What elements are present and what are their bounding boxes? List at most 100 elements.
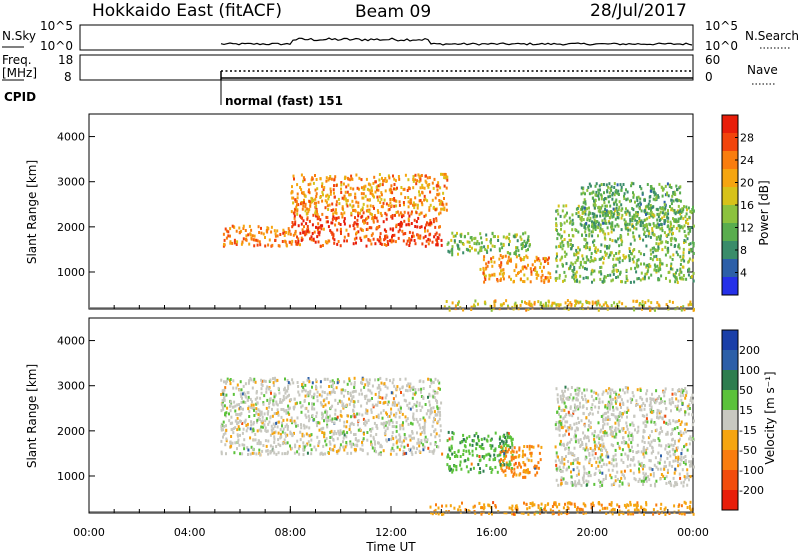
echo-cell — [332, 236, 335, 240]
echo-cell — [522, 243, 524, 247]
echo-cell — [318, 233, 321, 237]
echo-cell — [673, 453, 676, 457]
echo-cell — [509, 257, 512, 261]
echo-cell — [393, 403, 396, 407]
echo-cell — [584, 448, 587, 452]
echo-cell — [603, 244, 606, 248]
echo-cell — [407, 219, 410, 223]
echo-cell — [310, 238, 313, 242]
echo-cell — [507, 448, 510, 452]
nsky-label: N.Sky — [2, 29, 36, 43]
echo-cell — [652, 438, 655, 442]
echo-cell — [431, 424, 434, 428]
echo-cell — [606, 452, 609, 456]
echo-cell — [435, 238, 438, 242]
echo-cell — [575, 302, 577, 306]
echo-cell — [426, 183, 429, 187]
echo-cell — [600, 193, 603, 197]
echo-cell — [583, 388, 586, 392]
echo-cell — [319, 196, 322, 199]
echo-cell — [573, 482, 576, 486]
freq-tick-top: 18 — [58, 53, 73, 67]
echo-cell — [631, 223, 634, 227]
echo-cell — [607, 400, 610, 404]
echo-cell — [308, 208, 311, 212]
echo-cell — [628, 211, 631, 215]
echo-cell — [611, 458, 614, 462]
echo-cell — [369, 191, 372, 195]
echo-cell — [439, 186, 442, 190]
echo-cell — [604, 208, 607, 211]
echo-cell — [595, 466, 598, 470]
echo-cell — [605, 252, 608, 256]
echo-cell — [508, 243, 510, 247]
echo-cell — [433, 177, 436, 181]
echo-cell — [621, 473, 624, 477]
echo-cell — [647, 299, 650, 303]
echo-cell — [352, 224, 355, 227]
echo-cell — [416, 179, 419, 183]
echo-cell — [392, 239, 395, 243]
echo-cell — [450, 238, 453, 242]
echo-cell — [302, 231, 305, 235]
echo-cell — [433, 396, 436, 400]
echo-cell — [226, 377, 229, 381]
echo-cell — [628, 213, 631, 217]
echo-cell — [669, 422, 672, 426]
echo-cell — [636, 259, 639, 263]
echo-cell — [355, 241, 357, 245]
echo-cell — [302, 191, 305, 195]
echo-cell — [679, 276, 682, 280]
echo-cell — [674, 483, 677, 487]
echo-cell — [392, 378, 395, 382]
echo-cell — [607, 417, 610, 421]
echo-cell — [356, 218, 359, 222]
echo-cell — [620, 208, 623, 212]
echo-cell — [532, 445, 535, 449]
echo-cell — [670, 243, 673, 247]
echo-cell — [364, 194, 367, 198]
echo-cell — [558, 428, 561, 432]
echo-cell — [670, 265, 672, 269]
echo-cell — [242, 227, 245, 230]
echo-cell — [665, 481, 668, 485]
echo-cell — [574, 429, 577, 433]
echo-cell — [611, 215, 614, 219]
echo-cell — [679, 263, 682, 266]
echo-cell — [614, 421, 617, 425]
echo-cell — [613, 301, 616, 305]
echo-cell — [448, 308, 451, 312]
echo-cell — [399, 222, 401, 226]
echo-cell — [465, 449, 468, 453]
echo-cell — [581, 265, 584, 269]
echo-cell — [451, 253, 454, 257]
echo-cell — [386, 386, 389, 390]
beam-label: Beam 09 — [355, 2, 431, 22]
echo-cell — [587, 480, 590, 484]
echo-cell — [644, 472, 647, 476]
echo-cell — [677, 432, 680, 435]
echo-cell — [399, 435, 402, 439]
echo-cell — [343, 235, 346, 239]
echo-cell — [435, 243, 438, 247]
echo-cell — [594, 203, 597, 207]
echo-cell — [574, 405, 577, 409]
echo-cell — [627, 228, 630, 232]
echo-cell — [584, 261, 587, 265]
echo-cell — [369, 212, 372, 216]
echo-cell — [597, 301, 600, 305]
echo-cell — [304, 389, 307, 393]
echo-cell — [577, 391, 580, 395]
echo-cell — [659, 458, 662, 462]
echo-cell — [517, 271, 520, 274]
echo-cell — [355, 222, 358, 226]
echo-cell — [601, 483, 604, 487]
echo-cell — [417, 216, 420, 220]
echo-cell — [516, 465, 519, 469]
echo-cell — [560, 420, 563, 424]
echo-cell — [374, 242, 377, 246]
echo-cell — [625, 277, 628, 280]
echo-cell — [675, 481, 678, 485]
echo-cell — [250, 237, 253, 241]
echo-cell — [602, 210, 605, 214]
